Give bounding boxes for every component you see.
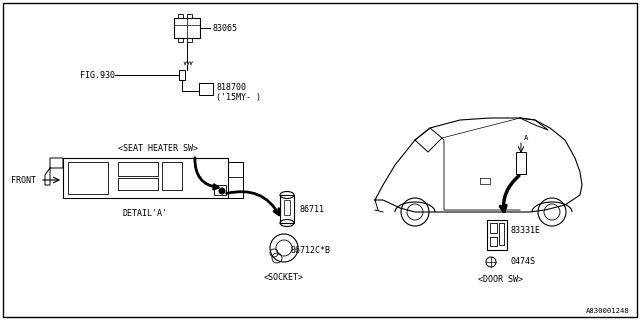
Text: 86711: 86711: [299, 204, 324, 213]
Circle shape: [219, 188, 225, 194]
Bar: [228, 162, 243, 198]
Bar: [178, 14, 183, 18]
Text: A830001248: A830001248: [586, 308, 630, 314]
Bar: [174, 18, 200, 38]
Text: FIG.930: FIG.930: [80, 70, 115, 79]
Bar: [199, 83, 213, 95]
Bar: [162, 162, 182, 190]
Bar: [187, 14, 192, 18]
Text: <DOOR SW>: <DOOR SW>: [477, 276, 522, 284]
Bar: [490, 237, 497, 246]
Bar: [187, 38, 192, 42]
Text: 0474S: 0474S: [510, 258, 535, 267]
Text: 818700: 818700: [216, 83, 246, 92]
FancyArrowPatch shape: [500, 176, 519, 212]
Text: ('15MY- ): ('15MY- ): [216, 92, 261, 101]
Bar: [280, 195, 294, 223]
Bar: [118, 178, 158, 190]
Text: <SEAT HEATER SW>: <SEAT HEATER SW>: [118, 143, 198, 153]
Text: <SOCKET>: <SOCKET>: [264, 274, 304, 283]
Text: FRONT: FRONT: [11, 175, 36, 185]
Text: A: A: [524, 135, 529, 141]
Text: 83331E: 83331E: [510, 226, 540, 235]
Bar: [228, 162, 243, 177]
Bar: [214, 185, 226, 195]
Text: 83065: 83065: [212, 23, 237, 33]
Bar: [490, 223, 497, 233]
Bar: [63, 158, 228, 198]
Text: 86712C*B: 86712C*B: [290, 245, 330, 254]
Text: DETAIL'A': DETAIL'A': [122, 209, 168, 218]
Bar: [178, 38, 183, 42]
Bar: [499, 223, 504, 245]
FancyArrowPatch shape: [227, 192, 279, 215]
Bar: [284, 200, 290, 215]
FancyArrowPatch shape: [195, 158, 218, 189]
Bar: [487, 220, 507, 250]
Bar: [118, 162, 158, 176]
Bar: [516, 152, 526, 174]
Bar: [179, 70, 185, 80]
Bar: [68, 162, 108, 194]
